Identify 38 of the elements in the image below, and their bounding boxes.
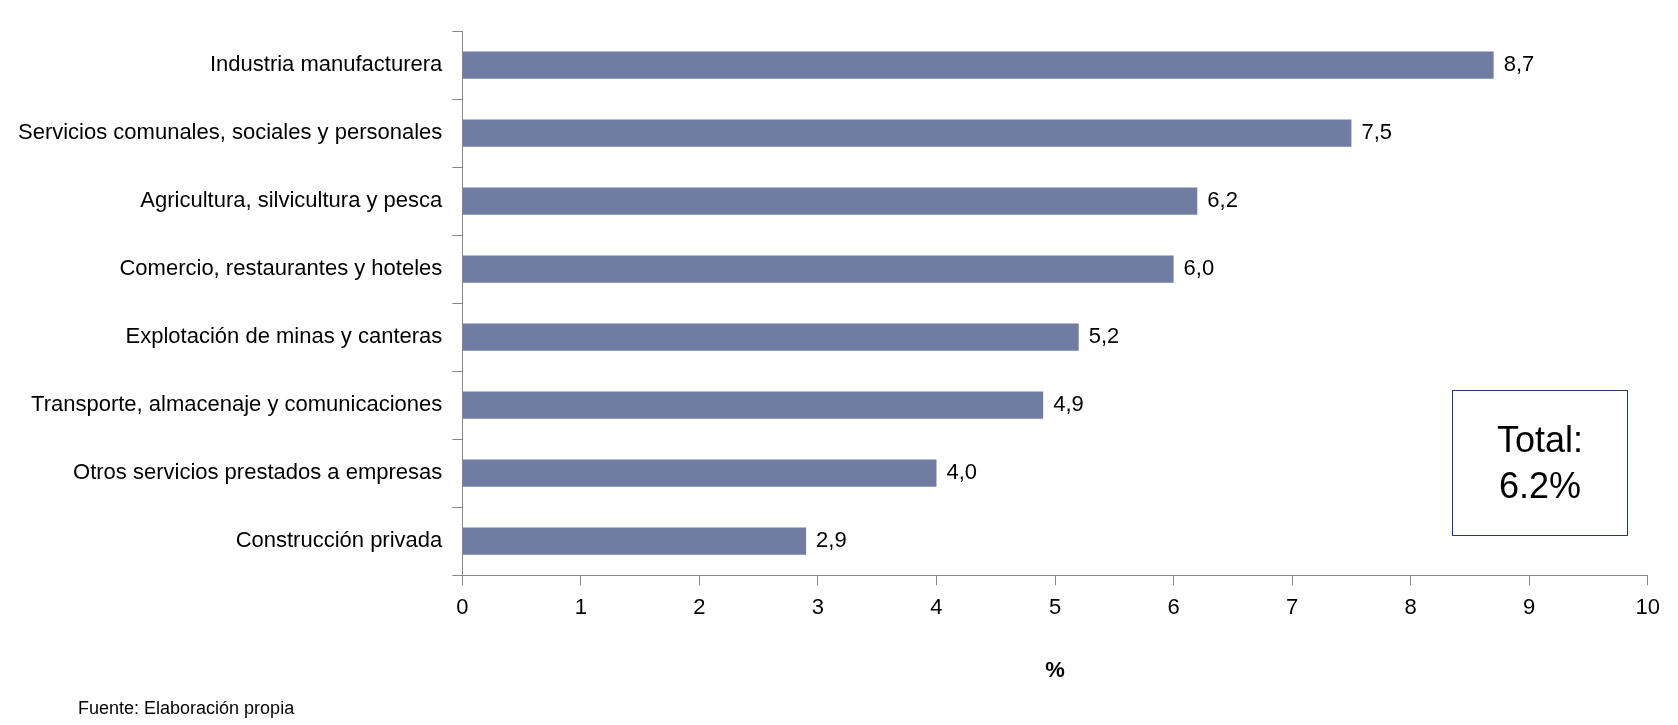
y-tick-label: Transporte, almacenaje y comunicaciones [31,391,443,417]
y-tick-label: Comercio, restaurantes y hoteles [119,255,443,281]
x-tick-label: 3 [811,594,825,620]
y-tick-label: Construcción privada [235,527,444,553]
x-tick-label: 4 [930,594,943,620]
bar [462,255,1174,283]
bar [462,459,937,487]
x-tick-label: 0 [456,594,469,620]
bar [462,119,1352,147]
x-tick-label: 6 [1167,594,1180,620]
bar [462,527,807,555]
bar [462,187,1198,215]
bar [462,391,1044,419]
x-axis-title: % [1045,656,1065,682]
x-tick-label: 10 [1635,594,1661,620]
data-label: 5,2 [1088,323,1120,349]
source-note: Fuente: Elaboración propia [78,698,295,719]
data-label: 7,5 [1361,119,1392,145]
data-label: 2,9 [816,527,847,553]
x-tick-label: 2 [693,594,706,620]
bar [462,51,1494,79]
data-label: 8,7 [1503,51,1535,77]
x-tick-label: 5 [1048,594,1062,620]
y-tick-label: Industria manufacturera [209,51,444,77]
y-tick-label: Agricultura, silvicultura y pesca [140,187,444,213]
y-tick-label: Explotación de minas y canteras [125,323,443,349]
data-label: 4,9 [1053,391,1084,417]
x-tick-label: 1 [574,594,587,620]
x-tick-label: 8 [1404,594,1417,620]
y-tick-label: Otros servicios prestados a empresas [73,459,443,485]
data-label: 4,0 [946,459,978,485]
x-tick-label: 7 [1286,594,1299,620]
annotation: Total: 6.2% [1452,390,1628,536]
data-label: 6,2 [1207,187,1238,213]
bar [462,323,1079,351]
x-tick-label: 9 [1523,594,1536,620]
data-label: 6,0 [1183,255,1215,281]
y-tick-label: Servicios comunales, sociales y personales [17,119,443,145]
